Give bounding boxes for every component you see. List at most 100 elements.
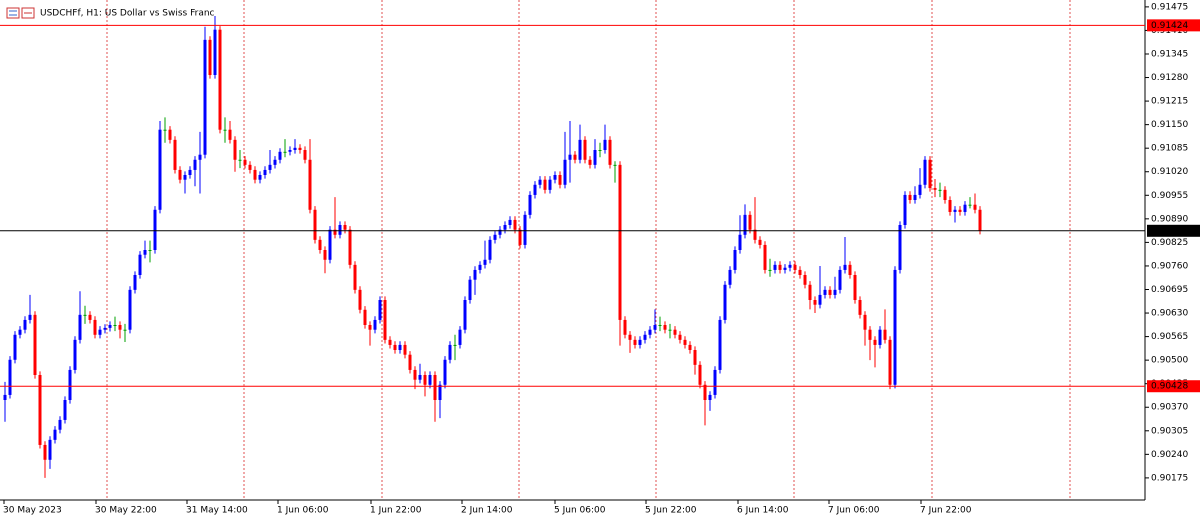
candle-body [143, 250, 147, 255]
candle-body [563, 159, 567, 185]
candle-body [213, 29, 217, 75]
candle-body [33, 314, 37, 375]
candle-body [688, 344, 692, 350]
candle-body [693, 350, 697, 365]
y-tick-label: 0.91345 [1151, 49, 1188, 59]
candle-body [273, 159, 277, 165]
candle-body [953, 209, 957, 212]
y-tick-label: 0.90565 [1151, 332, 1188, 342]
candle-body [158, 129, 162, 210]
candle-body [528, 194, 532, 215]
y-tick-label: 0.90240 [1151, 450, 1188, 460]
candle-body [173, 139, 177, 170]
candle-body [788, 264, 792, 268]
candle-body [843, 264, 847, 270]
y-tick-label: 0.90890 [1151, 214, 1188, 224]
candle-body [243, 159, 247, 165]
y-tick-label: 0.90760 [1151, 261, 1188, 271]
candle-body [503, 225, 507, 230]
candle-body [268, 164, 272, 170]
candle-body [778, 264, 782, 270]
candle-body [288, 150, 292, 152]
candle-body [128, 289, 132, 330]
candle-body [968, 204, 972, 206]
candle-body [38, 375, 42, 445]
x-tick-label: 6 Jun 14:00 [737, 506, 789, 516]
candle-body [238, 159, 242, 161]
candle-body [113, 325, 117, 326]
candle-body [178, 169, 182, 180]
y-tick-label: 0.91020 [1151, 167, 1188, 177]
candle-body [713, 369, 717, 395]
candle-body [353, 264, 357, 290]
candle-body [743, 214, 747, 235]
y-tick-label: 0.90695 [1151, 285, 1188, 295]
candle-body [358, 289, 362, 310]
candle-body [868, 329, 872, 340]
candle-body [773, 264, 777, 270]
candle-body [538, 179, 542, 185]
candle-body [463, 300, 467, 330]
candle-body [618, 164, 622, 320]
candle-body [738, 234, 742, 250]
candle-body [8, 359, 12, 395]
candle-body [133, 275, 137, 290]
x-tick-label: 1 Jun 06:00 [277, 506, 329, 516]
candle-body [203, 39, 207, 155]
candle-body [188, 169, 192, 175]
candle-body [523, 214, 527, 245]
candle-body [858, 300, 862, 315]
candle-body [253, 169, 257, 180]
candle-body [278, 151, 282, 160]
candle-body [943, 189, 947, 200]
candle-body [878, 329, 882, 345]
candle-body [653, 325, 657, 330]
candle-body [533, 184, 537, 195]
candle-body [863, 314, 867, 330]
price-label: 0.90428 [1151, 382, 1188, 392]
candle-body [588, 159, 592, 165]
x-tick-label: 30 May 2023 [3, 506, 62, 516]
candle-body [88, 314, 92, 320]
candle-body [383, 300, 387, 340]
y-tick-label: 0.91150 [1151, 120, 1188, 130]
candle-body [368, 325, 372, 330]
candle-body [283, 151, 287, 153]
candle-body [443, 359, 447, 385]
candle-body [478, 264, 482, 270]
candle-body [103, 327, 107, 330]
candle-body [558, 175, 562, 185]
candle-body [973, 204, 977, 210]
x-tick-label: 5 Jun 06:00 [554, 506, 606, 516]
candle-body [498, 229, 502, 235]
candle-body [733, 250, 737, 270]
candle-body [508, 219, 512, 225]
y-tick-label: 0.90500 [1151, 356, 1188, 366]
candle-body [318, 239, 322, 250]
candle-body [423, 375, 427, 385]
candle-body [543, 179, 547, 190]
candle-body [93, 319, 97, 335]
x-tick-label: 7 Jun 22:00 [920, 506, 972, 516]
candle-body [23, 319, 27, 330]
time-grid [106, 0, 1071, 500]
candle-body [438, 384, 442, 400]
candle-body [208, 39, 212, 75]
price-label: 0.91424 [1151, 21, 1188, 31]
candle-body [68, 369, 72, 400]
candle-body [233, 139, 237, 160]
y-tick-label: 0.90175 [1151, 473, 1188, 483]
candle-body [403, 344, 407, 355]
candle-body [883, 329, 887, 340]
chart-title: USDCHFf, H1: US Dollar vs Swiss Franc [40, 9, 215, 19]
candle-body [453, 344, 457, 346]
candle-body [893, 269, 897, 385]
candle-body [323, 250, 327, 260]
candle-body [53, 429, 57, 440]
candle-body [373, 319, 377, 330]
candle-body [728, 269, 732, 285]
candle-body [718, 319, 722, 370]
y-tick-label: 0.91280 [1151, 73, 1188, 83]
candle-body [343, 225, 347, 230]
